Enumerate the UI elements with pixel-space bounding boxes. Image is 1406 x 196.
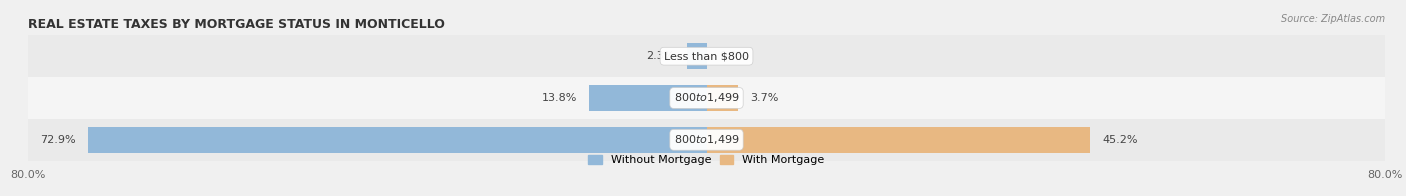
- Text: Source: ZipAtlas.com: Source: ZipAtlas.com: [1281, 14, 1385, 24]
- Text: 45.2%: 45.2%: [1102, 135, 1137, 145]
- Text: $800 to $1,499: $800 to $1,499: [673, 133, 740, 146]
- Bar: [707, 127, 1090, 153]
- Bar: [28, 119, 1385, 161]
- Legend: Without Mortgage, With Mortgage: Without Mortgage, With Mortgage: [589, 155, 824, 165]
- Bar: [28, 77, 1385, 119]
- Text: 3.7%: 3.7%: [751, 93, 779, 103]
- Bar: [688, 43, 707, 69]
- Bar: [589, 85, 707, 111]
- Text: REAL ESTATE TAXES BY MORTGAGE STATUS IN MONTICELLO: REAL ESTATE TAXES BY MORTGAGE STATUS IN …: [28, 18, 444, 31]
- Text: 0.0%: 0.0%: [720, 51, 748, 61]
- Text: 2.3%: 2.3%: [645, 51, 675, 61]
- Text: 72.9%: 72.9%: [39, 135, 76, 145]
- Bar: [89, 127, 707, 153]
- Text: Less than $800: Less than $800: [664, 51, 749, 61]
- Text: $800 to $1,499: $800 to $1,499: [673, 92, 740, 104]
- Bar: [707, 85, 738, 111]
- Bar: [28, 35, 1385, 77]
- Text: 13.8%: 13.8%: [541, 93, 576, 103]
